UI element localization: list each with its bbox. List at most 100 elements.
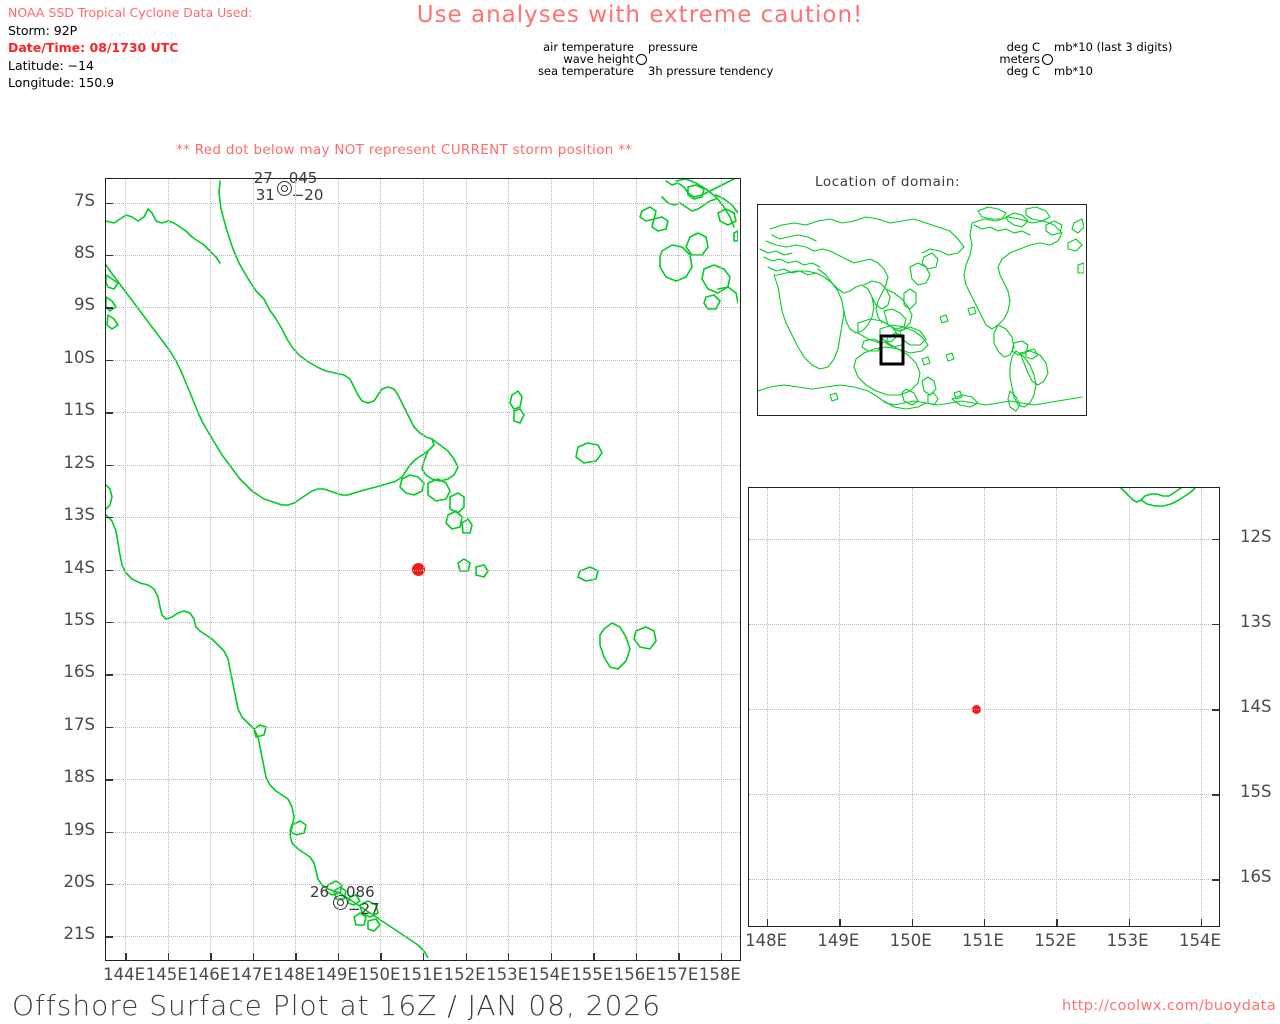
- x-axis-tick: [984, 919, 986, 926]
- y-axis-tick: [106, 255, 113, 257]
- y-axis-tick: [106, 779, 113, 781]
- legend-unit-air-temp: deg C: [1006, 40, 1040, 54]
- x-axis-tick: [1128, 919, 1130, 926]
- x-axis-tick: [635, 953, 638, 960]
- x-axis-tick-label: 144E: [103, 965, 146, 984]
- y-axis-tick: [106, 307, 113, 309]
- caution-text: Use analyses with extreme caution!: [416, 2, 864, 28]
- x-axis-tick-label: 149E: [315, 965, 358, 984]
- x-axis-tick: [839, 919, 841, 926]
- gridline-horizontal: [749, 879, 1219, 881]
- x-axis-tick: [767, 919, 769, 926]
- gridline-horizontal: [106, 621, 740, 623]
- station-circle-icon: [333, 895, 349, 911]
- x-axis-tick: [678, 953, 680, 960]
- y-axis-tick-label: 14S: [63, 557, 95, 577]
- station-1-air-temperature: 27: [253, 168, 273, 187]
- y-axis-tick-label: 19S: [63, 819, 95, 839]
- gridline-horizontal: [106, 412, 740, 414]
- y-axis-tick-label: 13S: [63, 505, 95, 525]
- y-axis-tick: [106, 831, 113, 833]
- x-axis-tick: [380, 953, 382, 960]
- gridline-horizontal: [106, 569, 740, 571]
- gridline-vertical: [911, 488, 913, 926]
- x-axis-tick: [911, 919, 914, 926]
- x-axis-tick-label: 154E: [528, 965, 571, 984]
- station-circle-icon: [635, 53, 647, 65]
- y-axis-tick: [1212, 709, 1219, 711]
- legend-pressure-label: pressure: [648, 40, 698, 54]
- y-axis-tick-label: 21S: [63, 924, 95, 944]
- x-axis-tick: [337, 953, 340, 960]
- legend-unit-pressure: mb*10 (last 3 digits): [1054, 40, 1173, 54]
- station-1-wave-height: 31: [255, 185, 275, 204]
- storm-source-title: NOAA SSD Tropical Cyclone Data Used:: [8, 5, 253, 20]
- x-axis-tick-label: 152E: [443, 965, 486, 984]
- y-axis-tick-label: 18S: [63, 767, 95, 787]
- y-axis-tick-label: 7S: [74, 190, 95, 210]
- x-axis-tick-label: 158E: [698, 965, 741, 984]
- y-axis-tick-label: 20S: [63, 871, 95, 891]
- y-axis-tick: [106, 569, 113, 571]
- station-1-pressure: 045: [288, 168, 318, 187]
- storm-id: Storm: 92P: [8, 22, 78, 38]
- y-axis-tick-label: 8S: [74, 243, 95, 262]
- x-axis-tick: [125, 953, 127, 960]
- x-axis-tick-label: 153E: [1106, 931, 1149, 950]
- legend-sea-temperature-label: sea temperature: [537, 64, 634, 78]
- station-plot-1[interactable]: 27 045 31 −20: [253, 168, 324, 313]
- x-axis-tick: [167, 953, 170, 960]
- legend-air-temperature-label: air temperature: [543, 40, 634, 54]
- y-axis-tick-label: 14S: [1240, 697, 1272, 717]
- gridline-horizontal: [749, 709, 1219, 711]
- source-url-link[interactable]: http://coolwx.com/buoydata: [1062, 998, 1276, 1014]
- station-circle-icon: [276, 180, 292, 196]
- gridline-horizontal: [106, 464, 740, 466]
- y-axis-tick: [1212, 794, 1219, 796]
- world-coastline-map: [757, 206, 1085, 412]
- y-axis-tick: [106, 883, 113, 886]
- gridline-horizontal: [106, 517, 740, 519]
- y-axis-tick: [106, 674, 113, 676]
- station-1-sea-temperature: −20: [291, 185, 324, 204]
- x-axis-tick: [720, 953, 723, 960]
- domain-inset-caption: Location of domain:: [815, 174, 961, 190]
- storm-datetime: Date/Time: 08/1730 UTC: [8, 40, 179, 55]
- gridline-vertical: [1128, 488, 1130, 926]
- x-axis-tick: [465, 953, 467, 960]
- zoom-map-panel[interactable]: [748, 487, 1220, 927]
- station-plot-2[interactable]: 26 086 −27: [310, 883, 380, 1009]
- y-axis-tick-label: 17S: [63, 714, 95, 734]
- legend-units-key-right: deg C mb*10 (last 3 digits) meters deg C…: [993, 41, 1172, 77]
- y-axis-tick-label: 13S: [1240, 612, 1272, 632]
- x-axis-tick-label: 157E: [656, 965, 699, 984]
- x-axis-tick-label: 156E: [613, 965, 656, 984]
- red-dot-note: ** Red dot below may NOT represent CURRE…: [176, 142, 633, 158]
- gridline-horizontal: [106, 202, 740, 204]
- gridline-vertical: [1056, 488, 1058, 926]
- station-inner-circle-icon: [337, 899, 345, 907]
- storm-latitude: Latitude: −14: [8, 57, 95, 73]
- y-axis-tick: [106, 464, 113, 467]
- x-axis-tick: [550, 953, 553, 960]
- station-2-sea-temperature: −27: [348, 900, 380, 919]
- y-axis-tick-label: 12S: [63, 452, 95, 472]
- x-axis-tick: [423, 953, 425, 960]
- y-axis-tick: [106, 936, 113, 938]
- station-inner-circle-icon: [280, 184, 288, 192]
- x-axis-tick: [252, 953, 255, 960]
- gridline-horizontal: [106, 255, 740, 256]
- y-axis-tick: [1212, 879, 1219, 881]
- gridline-vertical: [984, 488, 985, 926]
- x-axis-tick-label: 145E: [145, 965, 188, 984]
- legend-pressure-tendency-label: 3h pressure tendency: [648, 64, 774, 78]
- main-map-panel[interactable]: 27 045 31 −20 26 086 −27: [105, 169, 741, 961]
- gridline-horizontal: [106, 883, 740, 885]
- legend-unit-wave-height: meters: [999, 52, 1040, 66]
- domain-inset-panel[interactable]: [757, 204, 1087, 416]
- y-axis-tick-label: 15S: [63, 609, 95, 629]
- gridline-horizontal: [106, 936, 740, 938]
- gridline-horizontal: [749, 624, 1219, 626]
- legend-unit-pressure-tendency: mb*10: [1054, 64, 1093, 78]
- x-axis-tick-label: 146E: [188, 965, 231, 984]
